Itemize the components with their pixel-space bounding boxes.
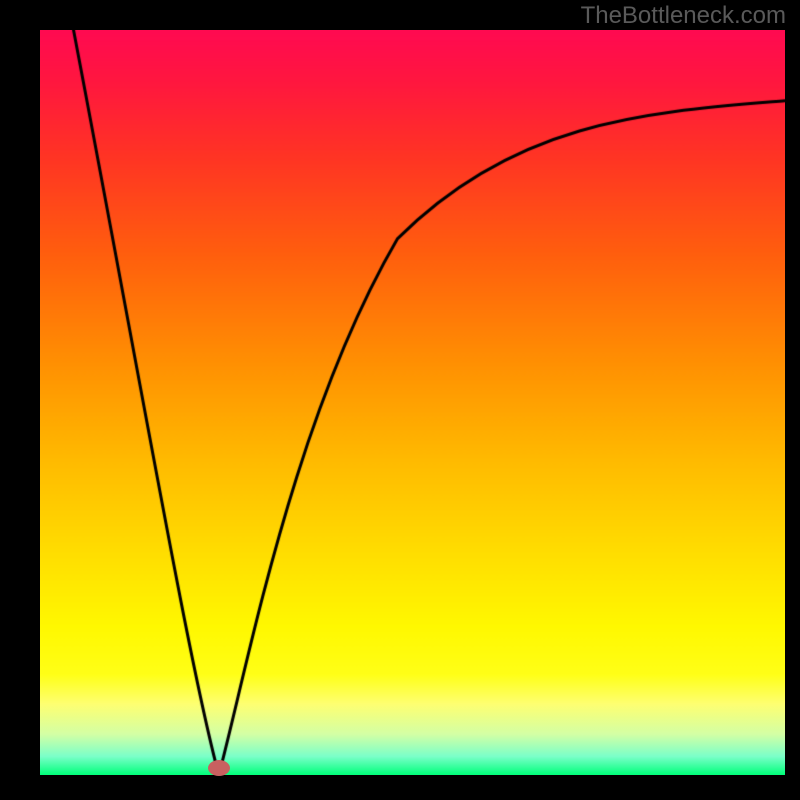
bottleneck-curve [40,30,785,775]
watermark-text: TheBottleneck.com [581,2,786,30]
vertex-marker [208,760,230,776]
chart-stage: TheBottleneck.com [0,0,800,800]
